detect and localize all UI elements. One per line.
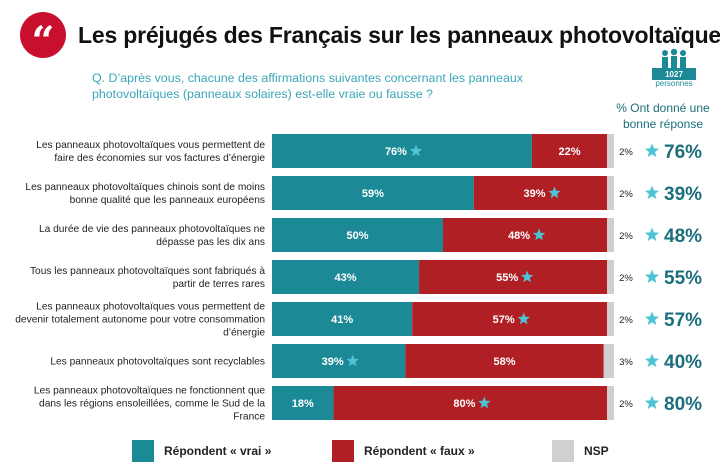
good-answer-pct: 39% xyxy=(664,184,702,205)
bar-value-label-nsp: 2% xyxy=(619,399,633,410)
bar-faux xyxy=(473,176,608,210)
bar-faux xyxy=(412,302,608,336)
good-answer-pct: 55% xyxy=(664,268,702,289)
good-answer-pct: 57% xyxy=(664,310,702,331)
bar-value-label: 76% xyxy=(385,146,407,158)
category-label: Les panneaux photovoltaïques chinois son… xyxy=(25,182,265,206)
good-answer-pct: 76% xyxy=(664,142,702,163)
header: “ Les préjugés des Français sur les pann… xyxy=(0,0,720,70)
bar-value-label: 80% xyxy=(453,398,475,410)
bar-value-label: 57% xyxy=(493,314,515,326)
category-label: La durée de vie des panneaux photovoltaï… xyxy=(39,224,265,248)
bar-vrai xyxy=(272,302,413,336)
bar-faux xyxy=(333,386,608,420)
bar-value-label: 39% xyxy=(523,188,545,200)
good-answer-header: % Ont donné une bonne réponse xyxy=(616,101,710,131)
legend-label-faux: Répondent « faux » xyxy=(364,444,475,458)
good-answer-pct: 40% xyxy=(664,352,702,373)
star-icon xyxy=(644,185,660,200)
bar-vrai xyxy=(272,134,532,168)
bar-faux xyxy=(443,218,608,252)
legend-swatch-vrai xyxy=(132,440,154,462)
category-label: Tous les panneaux photovoltaïques sont f… xyxy=(30,266,265,290)
bar-value-label-nsp: 2% xyxy=(619,189,633,200)
star-icon xyxy=(532,228,546,241)
good-answer-pct: 48% xyxy=(664,226,702,247)
bar-value-label: 50% xyxy=(346,230,368,242)
bar-value-label: 22% xyxy=(559,146,581,158)
page-title: Les préjugés des Français sur les pannea… xyxy=(78,22,720,48)
bar-vrai xyxy=(272,176,474,210)
question-text: Q. D’après vous, chacune des affirmation… xyxy=(92,71,523,101)
bar-value-label: 18% xyxy=(292,398,314,410)
star-icon xyxy=(644,353,660,368)
stacked-bar-chart: Les panneaux photovoltaïques vous permet… xyxy=(15,134,702,423)
star-icon xyxy=(409,144,423,157)
legend-swatch-nsp xyxy=(552,440,574,462)
legend-swatch-faux xyxy=(332,440,354,462)
bar-faux xyxy=(531,134,608,168)
bar-value-label: 41% xyxy=(331,314,353,326)
legend-label-nsp: NSP xyxy=(584,444,609,458)
legend-label-vrai: Répondent « vrai » xyxy=(164,444,272,458)
bar-nsp xyxy=(607,260,614,294)
bar-faux xyxy=(419,260,608,294)
bar-vrai xyxy=(272,218,443,252)
bar-faux xyxy=(405,344,604,378)
bar-vrai xyxy=(272,344,406,378)
sample-count: 1027 xyxy=(665,70,683,79)
star-icon xyxy=(478,396,491,409)
bar-value-label: 58% xyxy=(494,356,516,368)
bar-vrai xyxy=(272,386,334,420)
bar-value-label-nsp: 2% xyxy=(619,315,633,326)
star-icon xyxy=(548,186,561,199)
category-label: Les panneaux photovoltaïques sont recycl… xyxy=(50,357,265,368)
good-answer-pct: 80% xyxy=(664,394,702,415)
bar-value-label-nsp: 2% xyxy=(619,231,633,242)
category-label: Les panneaux photovoltaïques vous permet… xyxy=(15,302,265,339)
sample-size-badge: 1027 personnes xyxy=(646,48,702,88)
bar-nsp xyxy=(607,218,614,252)
bar-value-label: 43% xyxy=(335,272,357,284)
bar-nsp xyxy=(607,176,614,210)
bar-nsp xyxy=(603,344,614,378)
star-icon xyxy=(644,395,660,410)
star-icon xyxy=(517,312,530,325)
category-label: Les panneaux photovoltaïques vous permet… xyxy=(36,140,265,164)
bar-nsp xyxy=(607,386,614,420)
bar-value-label-nsp: 2% xyxy=(619,273,633,284)
star-icon xyxy=(346,354,359,367)
bar-value-label-nsp: 2% xyxy=(619,147,633,158)
bar-value-label: 55% xyxy=(496,272,518,284)
star-icon xyxy=(520,270,534,283)
category-label: Les panneaux photovoltaïques ne fonction… xyxy=(34,386,265,423)
legend: Répondent « vrai » Répondent « faux » NS… xyxy=(0,440,720,464)
sample-unit: personnes xyxy=(655,79,693,88)
quote-icon: “ xyxy=(20,12,66,65)
star-icon xyxy=(644,311,660,326)
star-icon xyxy=(644,227,660,242)
star-icon xyxy=(644,269,660,284)
bar-vrai xyxy=(272,260,420,294)
bar-nsp xyxy=(607,302,614,336)
star-icon xyxy=(644,143,660,158)
bar-value-label: 39% xyxy=(322,356,344,368)
bar-value-label-nsp: 3% xyxy=(619,357,633,368)
bar-value-label: 48% xyxy=(508,230,530,242)
bar-nsp xyxy=(607,134,614,168)
bar-value-label: 59% xyxy=(362,188,384,200)
people-icon xyxy=(652,48,696,80)
